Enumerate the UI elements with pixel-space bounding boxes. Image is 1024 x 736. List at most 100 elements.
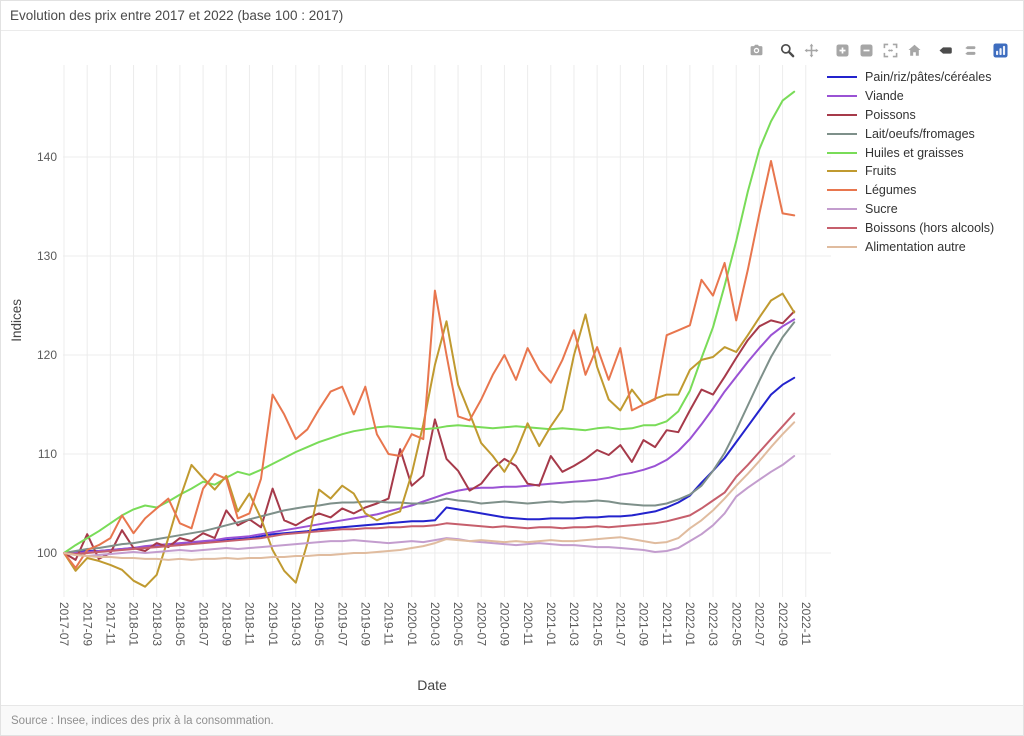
x-tick-label: 2022-05 (729, 602, 743, 646)
x-tick-label: 2018-05 (173, 602, 187, 646)
legend-line-swatch (827, 170, 857, 173)
x-tick-label: 2019-11 (382, 602, 396, 645)
x-tick-label: 2020-05 (451, 602, 465, 646)
zoom-in-icon (836, 44, 848, 56)
legend-label: Poissons (865, 107, 916, 122)
modebar-group (745, 40, 767, 60)
title-bar: Evolution des prix entre 2017 et 2022 (b… (1, 1, 1023, 31)
x-tick-label: 2022-09 (776, 602, 790, 646)
x-tick-label: 2017-11 (104, 602, 118, 645)
legend-item-sucre[interactable]: Sucre (827, 200, 994, 219)
y-tick-label: 120 (37, 348, 57, 362)
hover-closest-icon (939, 46, 952, 54)
zoom-out-icon (860, 44, 872, 56)
x-tick-label: 2020-09 (498, 602, 512, 646)
legend-label: Légumes (865, 183, 917, 198)
legend-label: Boissons (hors alcools) (865, 220, 995, 235)
legend-item-l-gumes[interactable]: Légumes (827, 181, 994, 200)
x-tick-label: 2022-01 (683, 602, 697, 646)
y-tick-label: 130 (37, 249, 57, 263)
reset-axes-icon (908, 44, 920, 56)
x-tick-label: 2018-07 (196, 602, 210, 646)
x-tick-label: 2021-01 (544, 602, 558, 646)
plotly-modebar (745, 40, 1011, 60)
x-axis-title: Date (417, 677, 447, 693)
y-tick-label: 140 (37, 150, 57, 164)
modebar-group (831, 40, 925, 60)
x-tick-label: 2017-07 (57, 602, 71, 646)
source-caption: Source : Insee, indices des prix à la co… (11, 714, 274, 727)
series-line-sucre (63, 455, 796, 557)
legend-item-alimentation-autre[interactable]: Alimentation autre (827, 237, 994, 256)
x-tick-label: 2022-11 (799, 602, 813, 645)
reset-axes-button[interactable] (903, 40, 925, 60)
zoom-in-button[interactable] (831, 40, 853, 60)
x-tick-label: 2019-07 (335, 602, 349, 646)
zoom-icon (780, 43, 794, 57)
pan-icon (804, 43, 818, 57)
price-evolution-line-chart: 100 110 120 130 140 2017-07 2017-09 2017-11 2018… (37, 65, 831, 646)
y-axis-title: Indices (9, 299, 24, 342)
x-tick-label: 2019-03 (289, 602, 303, 646)
source-footer: Source : Insee, indices des prix à la co… (1, 705, 1023, 735)
plot-area[interactable] (63, 65, 831, 597)
legend-line-swatch (827, 113, 857, 116)
camera-icon (750, 44, 762, 55)
x-tick-label: 2020-11 (521, 602, 535, 645)
hover-compare-button[interactable] (958, 40, 980, 60)
camera-button[interactable] (745, 40, 767, 60)
series-line-l-gumes (63, 160, 796, 569)
zoom-out-button[interactable] (855, 40, 877, 60)
legend-item-viande[interactable]: Viande (827, 87, 994, 106)
series-line-huiles-et-graisses (63, 90, 796, 554)
page-title: Evolution des prix entre 2017 et 2022 (b… (10, 8, 344, 23)
legend-line-swatch (827, 189, 857, 192)
plotly-logo-button[interactable] (989, 40, 1011, 60)
legend-item-fruits[interactable]: Fruits (827, 162, 994, 181)
hover-closest-button[interactable] (934, 40, 956, 60)
legend-item-boissons-hors-alcools[interactable]: Boissons (hors alcools) (827, 218, 994, 237)
legend-line-swatch (827, 207, 857, 210)
legend-item-lait-oeufs-fromages[interactable]: Lait/oeufs/fromages (827, 124, 994, 143)
series-line-boissons-hors-alcools (63, 412, 796, 555)
x-tick-label: 2019-01 (266, 602, 280, 646)
x-tick-label: 2019-09 (358, 602, 372, 646)
y-tick-label: 110 (38, 447, 57, 461)
legend-label: Pain/riz/pâtes/céréales (865, 70, 992, 85)
legend-item-huiles-et-graisses[interactable]: Huiles et graisses (827, 143, 994, 162)
x-tick-label: 2018-09 (219, 602, 233, 646)
y-tick-label: 100 (37, 546, 57, 560)
x-tick-label: 2020-07 (474, 602, 488, 646)
x-tick-label: 2020-03 (428, 602, 442, 646)
x-tick-label: 2018-11 (243, 602, 257, 645)
x-tick-label: 2019-05 (312, 602, 326, 646)
legend-item-poissons[interactable]: Poissons (827, 106, 994, 125)
legend-line-swatch (827, 151, 857, 154)
series-line-fruits (63, 292, 796, 588)
chart-legend: Pain/riz/pâtes/céréales Viande Poissons Lai… (827, 68, 994, 256)
legend-line-swatch (827, 76, 857, 79)
modebar-group (934, 40, 980, 60)
series-line-viande (63, 318, 796, 554)
legend-label: Viande (865, 89, 904, 104)
autoscale-button[interactable] (879, 40, 901, 60)
zoom-button[interactable] (776, 40, 798, 60)
series-line-alimentation-autre (63, 421, 796, 561)
legend-label: Sucre (865, 201, 898, 216)
legend-label: Alimentation autre (865, 239, 966, 254)
hover-compare-icon (964, 45, 975, 55)
x-tick-label: 2020-01 (405, 602, 419, 646)
x-tick-label: 2021-03 (567, 602, 581, 646)
x-tick-label: 2021-07 (613, 602, 627, 646)
x-tick-label: 2021-09 (637, 602, 651, 646)
x-tick-label: 2017-09 (80, 602, 94, 646)
legend-line-swatch (827, 245, 857, 248)
legend-label: Fruits (865, 164, 897, 179)
x-tick-label: 2018-01 (127, 602, 141, 646)
modebar-group (776, 40, 822, 60)
pan-button[interactable] (800, 40, 822, 60)
legend-line-swatch (827, 226, 857, 229)
plotly-logo-icon (992, 42, 1008, 58)
legend-item-pain-riz-p-tes-c-r-ales[interactable]: Pain/riz/pâtes/céréales (827, 68, 994, 87)
